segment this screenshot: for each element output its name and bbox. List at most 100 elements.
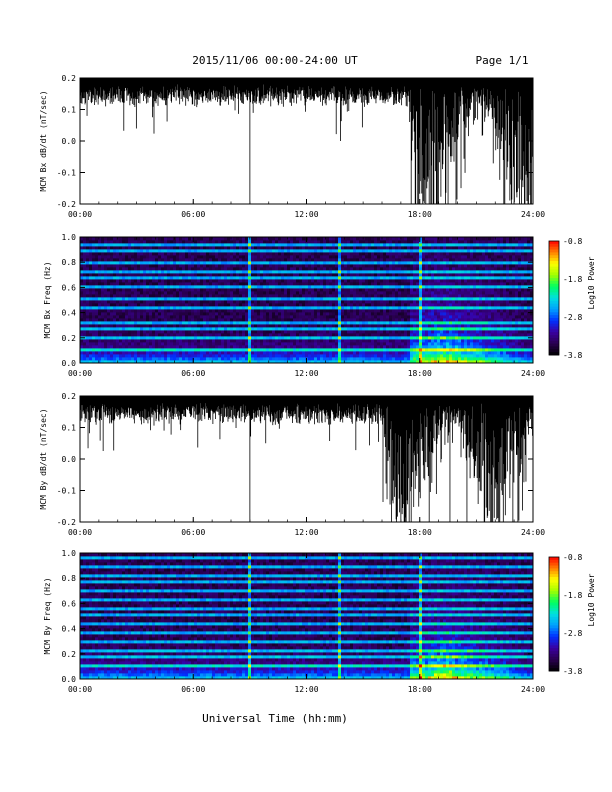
spectrogram-cell bbox=[248, 312, 252, 316]
spectrogram-cell bbox=[320, 282, 324, 286]
spectrogram-cell bbox=[362, 240, 366, 244]
spectrogram-cell bbox=[266, 291, 270, 295]
spectrogram-cell bbox=[380, 288, 384, 292]
spectrogram-cell bbox=[128, 291, 132, 295]
bx-trace bbox=[79, 78, 534, 204]
spectrogram-cell bbox=[392, 282, 396, 286]
spectrogram-cell bbox=[224, 261, 228, 265]
spectrogram-cell bbox=[143, 315, 147, 319]
spectrogram-cell bbox=[143, 303, 147, 307]
spectrogram-cell bbox=[293, 306, 297, 310]
spectrogram-cell bbox=[134, 267, 138, 271]
spectrogram-cell bbox=[341, 309, 345, 313]
spectrogram-cell bbox=[305, 297, 309, 301]
spectrogram-cell bbox=[98, 246, 102, 250]
spectrogram-cell bbox=[188, 294, 192, 298]
spectrogram-cell bbox=[131, 318, 135, 322]
spectrogram-cell bbox=[224, 285, 228, 289]
spectrogram-cell bbox=[170, 249, 174, 253]
spectrogram-cell bbox=[176, 357, 180, 361]
spectrogram-cell bbox=[203, 360, 207, 364]
spectrogram-cell bbox=[101, 354, 105, 358]
spectrogram-cell bbox=[302, 309, 306, 313]
spectrogram-cell bbox=[416, 249, 420, 253]
spectrogram-cell bbox=[242, 243, 246, 247]
spectrogram-cell bbox=[125, 267, 129, 271]
spectrogram-cell bbox=[218, 252, 222, 256]
spectrogram-cell bbox=[332, 342, 336, 346]
spectrogram-cell bbox=[104, 282, 108, 286]
spectrogram-cell bbox=[245, 327, 249, 331]
spectrogram-cell bbox=[191, 306, 195, 310]
spectrogram-cell bbox=[125, 318, 129, 322]
spectrogram-cell bbox=[362, 333, 366, 337]
spectrogram-cell bbox=[107, 267, 111, 271]
spectrogram-cell bbox=[269, 297, 273, 301]
spectrogram-cell bbox=[254, 327, 258, 331]
spectrogram-cell bbox=[350, 261, 354, 265]
spectrogram-cell bbox=[146, 270, 150, 274]
spectrogram-cell bbox=[200, 261, 204, 265]
spectrogram-cell bbox=[104, 354, 108, 358]
spectrogram-cell bbox=[422, 240, 426, 244]
spectrogram-cell bbox=[119, 291, 123, 295]
spectrogram-cell bbox=[110, 273, 114, 277]
spectrogram-cell bbox=[389, 246, 393, 250]
spectrogram-cell bbox=[245, 357, 249, 361]
spectrogram-cell bbox=[416, 285, 420, 289]
spectrogram-cell bbox=[203, 282, 207, 286]
spectrogram-cell bbox=[119, 330, 123, 334]
spectrogram-cell bbox=[380, 294, 384, 298]
spectrogram-cell bbox=[386, 300, 390, 304]
spectrogram-cell bbox=[284, 360, 288, 364]
spectrogram-cell bbox=[251, 345, 255, 349]
spectrogram-cell bbox=[335, 303, 339, 307]
spectrogram-cell bbox=[113, 336, 117, 340]
spectrogram-cell bbox=[119, 327, 123, 331]
spectrogram-cell bbox=[332, 294, 336, 298]
spectrogram-cell bbox=[293, 276, 297, 280]
spectrogram-cell bbox=[344, 243, 348, 247]
spectrogram-cell bbox=[335, 312, 339, 316]
spectrogram-cell bbox=[368, 300, 372, 304]
spectrogram-cell bbox=[254, 345, 258, 349]
spectrogram-cell bbox=[251, 336, 255, 340]
spectrogram-cell bbox=[191, 345, 195, 349]
spectrogram-cell bbox=[146, 288, 150, 292]
spectrogram-cell bbox=[311, 315, 315, 319]
spectrogram-cell bbox=[119, 288, 123, 292]
spectrogram-cell bbox=[152, 240, 156, 244]
spectrogram-cell bbox=[191, 309, 195, 313]
spectrogram-cell bbox=[392, 318, 396, 322]
spectrogram-cell bbox=[275, 252, 279, 256]
spectrogram-cell bbox=[365, 306, 369, 310]
spectrogram-cell bbox=[233, 315, 237, 319]
spectrogram-cell bbox=[239, 324, 243, 328]
spectrogram-cell bbox=[107, 276, 111, 280]
spectrogram-cell bbox=[314, 291, 318, 295]
spectrogram-cell bbox=[224, 267, 228, 271]
spectrogram-cell bbox=[206, 267, 210, 271]
spectrogram-cell bbox=[179, 309, 183, 313]
spectrogram-cell bbox=[272, 273, 276, 277]
spectrogram-cell bbox=[254, 315, 258, 319]
spectrogram-cell bbox=[236, 348, 240, 352]
spectrogram-cell bbox=[356, 342, 360, 346]
spectrogram-cell bbox=[230, 270, 234, 274]
spectrogram-cell bbox=[80, 288, 84, 292]
spectrogram-cell bbox=[386, 252, 390, 256]
spectrogram-cell bbox=[113, 273, 117, 277]
spectrogram-cell bbox=[353, 252, 357, 256]
spectrogram-cell bbox=[353, 261, 357, 265]
spectrogram-cell bbox=[203, 255, 207, 259]
spectrogram-cell bbox=[194, 345, 198, 349]
spectrogram-cell bbox=[386, 264, 390, 268]
spectrogram-cell bbox=[335, 327, 339, 331]
spectrogram-cell bbox=[179, 336, 183, 340]
spectrogram-cell bbox=[263, 294, 267, 298]
spectrogram-cell bbox=[125, 324, 129, 328]
spectrogram-cell bbox=[119, 237, 123, 241]
spectrogram-cell bbox=[131, 258, 135, 262]
spectrogram-cell bbox=[203, 303, 207, 307]
spectrogram-cell bbox=[122, 282, 126, 286]
